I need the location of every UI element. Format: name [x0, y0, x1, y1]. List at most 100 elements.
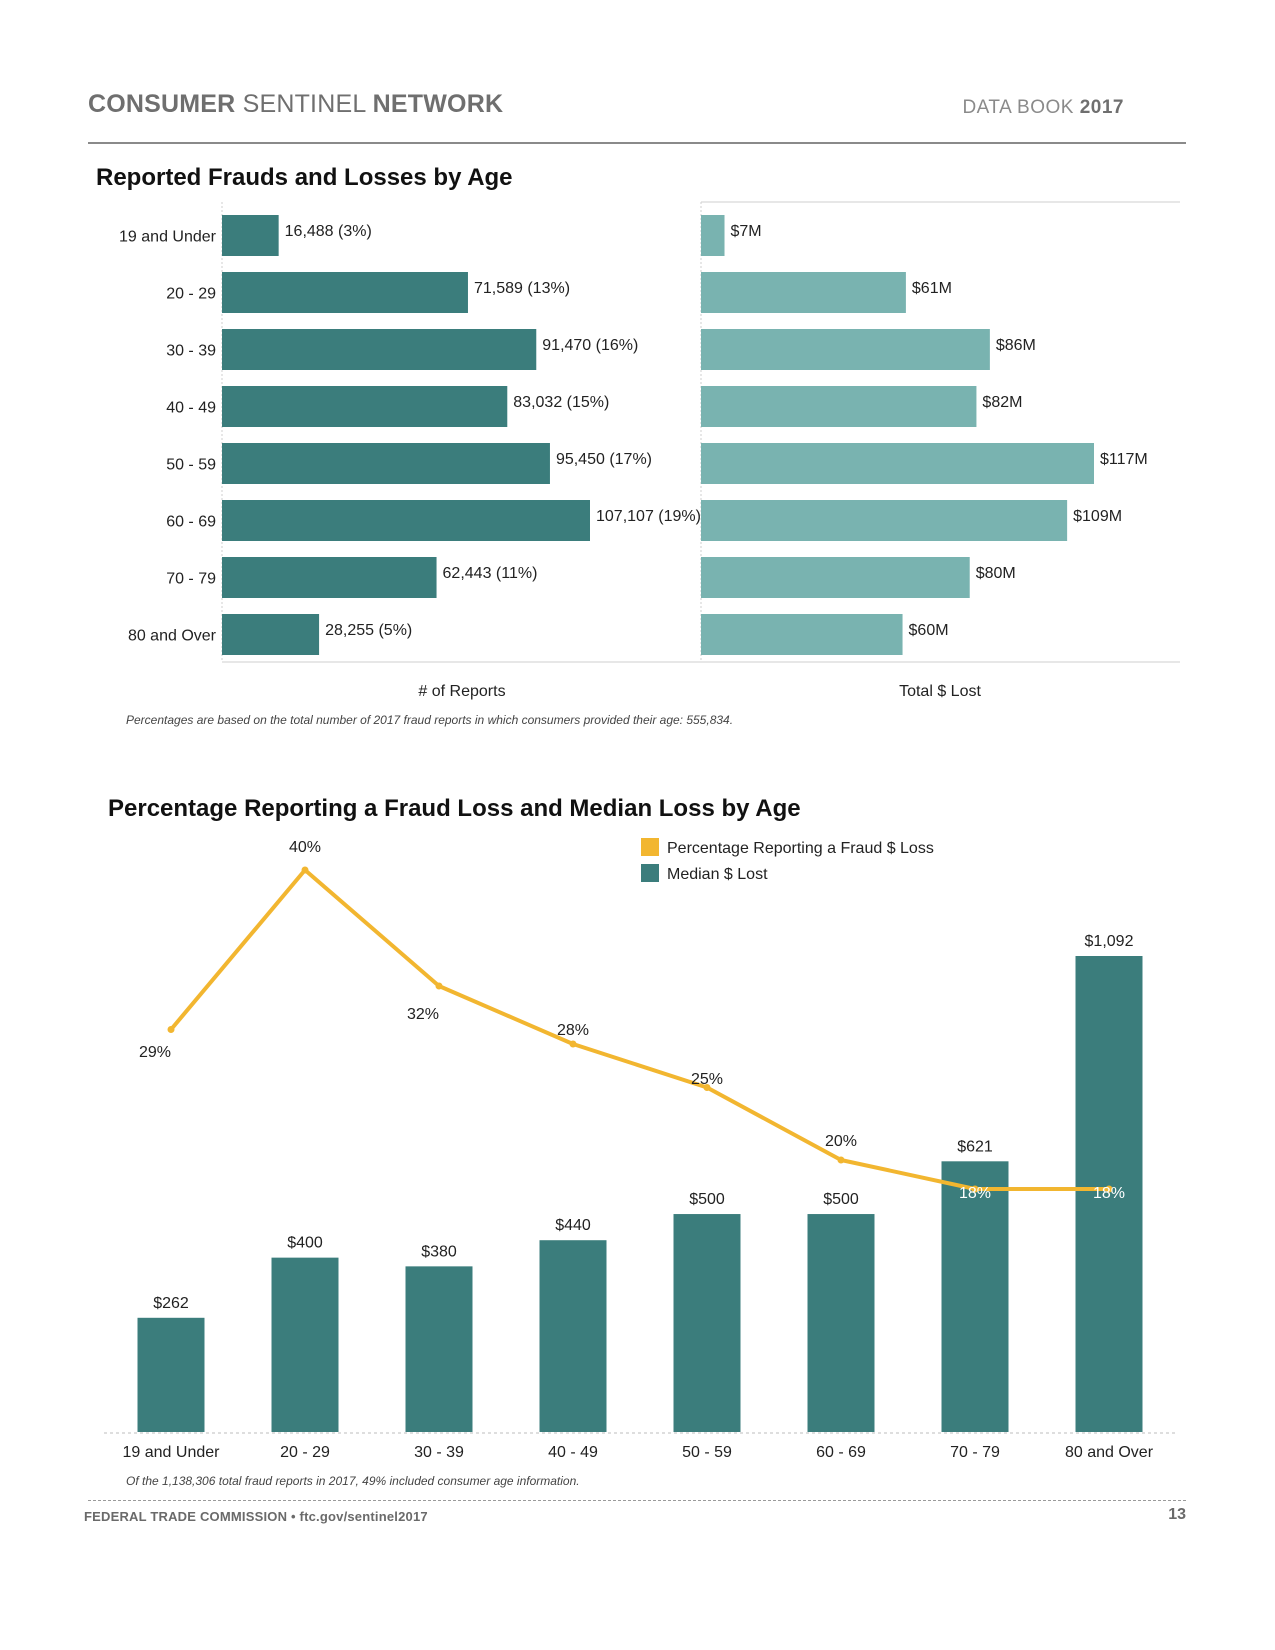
legend-swatch-percent	[641, 838, 659, 856]
reports-bar	[222, 614, 320, 655]
median-loss-bar	[271, 1257, 339, 1432]
reports-bar-label: 16,488 (3%)	[285, 223, 372, 240]
fraud-loss-percent-label: 40%	[289, 839, 321, 856]
age-category-label: 50 - 59	[166, 457, 216, 474]
reports-bar	[222, 386, 508, 427]
frauds-losses-plot: 19 and Under 16,488 (3%) $7M 20 - 29 71,589 …	[119, 201, 1180, 700]
median-loss-bar	[1075, 956, 1143, 1432]
age-category-label: 30 - 39	[414, 1444, 464, 1461]
median-loss-bar	[405, 1266, 473, 1432]
reports-bar	[222, 272, 468, 313]
legend-label-median: Median $ Lost	[667, 866, 768, 883]
median-loss-bar	[137, 1317, 205, 1432]
median-loss-label: $500	[823, 1191, 859, 1208]
age-category-label: 40 - 49	[548, 1444, 598, 1461]
lost-bar-label: $109M	[1073, 508, 1122, 525]
reports-bar-label: 71,589 (13%)	[474, 280, 570, 297]
lost-bar-label: $82M	[982, 394, 1022, 411]
lost-bar	[701, 386, 977, 427]
brand-word-sentinel: SENTINEL	[235, 90, 373, 118]
age-category-label: 20 - 29	[166, 286, 216, 303]
fraud-loss-percent-point	[971, 1185, 979, 1193]
header-divider	[88, 142, 1186, 144]
fraud-loss-percent-label: 32%	[407, 1006, 439, 1023]
fraud-loss-percent-label: 18%	[959, 1185, 991, 1202]
age-category-label: 19 and Under	[119, 229, 217, 246]
fraud-loss-percent-point	[837, 1156, 845, 1164]
reports-bar-label: 107,107 (19%)	[596, 508, 701, 525]
median-loss-bar	[673, 1214, 741, 1432]
fraud-loss-percent-line	[169, 868, 1109, 1191]
age-category-label: 50 - 59	[682, 1444, 732, 1461]
age-category-label: 19 and Under	[123, 1444, 221, 1461]
lost-bar-label: $117M	[1100, 451, 1148, 468]
median-loss-label: $380	[421, 1243, 457, 1260]
age-category-label: 30 - 39	[166, 343, 216, 360]
reports-bar-label: 83,032 (15%)	[513, 394, 609, 411]
lost-bar	[701, 500, 1068, 541]
brand-word-network: NETWORK	[372, 90, 504, 118]
lost-bar-label: $61M	[912, 280, 952, 297]
reports-bar	[222, 557, 437, 598]
lost-bar-label: $80M	[976, 565, 1016, 582]
fraud-loss-percent-point	[301, 866, 309, 874]
section1-note: Percentages are based on the total numbe…	[126, 713, 734, 727]
median-loss-bar	[807, 1214, 875, 1432]
lost-bar	[701, 557, 970, 598]
fraud-loss-percent-label: 20%	[825, 1133, 857, 1150]
frauds-losses-chart: 19 and Under 16,488 (3%) $7M 20 - 29 71,589 …	[119, 201, 1180, 700]
reports-bar	[222, 215, 279, 256]
reports-bar	[222, 500, 590, 541]
reports-bar-label: 28,255 (5%)	[325, 622, 412, 639]
legend-label-percent: Percentage Reporting a Fraud $ Loss	[667, 840, 934, 857]
reports-bar	[222, 443, 550, 484]
median-loss-chart: $262 19 and Under $400 20 - 29 $380 30 - 39 $4…	[104, 838, 1178, 1461]
section2-title: Percentage Reporting a Fraud Loss and Me…	[108, 795, 801, 822]
report-brand-title: CONSUMER SENTINEL NETWORK	[88, 90, 503, 119]
databook-text: DATA BOOK	[962, 97, 1074, 118]
legend-swatch-median	[641, 864, 659, 882]
fraud-loss-percent-point	[167, 1026, 175, 1033]
lost-bar	[701, 443, 1094, 484]
median-loss-plot: $262 19 and Under $400 20 - 29 $380 30 - 39 $4…	[104, 838, 1178, 1461]
lost-bar	[701, 215, 725, 256]
median-loss-bar	[539, 1240, 607, 1432]
fraud-loss-percent-label: 25%	[691, 1071, 723, 1088]
lost-bar	[701, 329, 990, 370]
reports-bar	[222, 329, 537, 370]
fraud-loss-percent-point	[703, 1084, 711, 1091]
fraud-loss-percent-label: 18%	[1093, 1185, 1125, 1202]
median-loss-label: $500	[689, 1191, 725, 1208]
fraud-loss-percent-point	[569, 1040, 577, 1048]
age-category-label: 80 and Over	[1065, 1444, 1154, 1461]
lost-axis-title: Total $ Lost	[899, 683, 981, 700]
age-category-label: 40 - 49	[166, 400, 216, 417]
median-loss-label: $440	[555, 1217, 591, 1234]
fraud-loss-percent-point	[435, 982, 443, 990]
databook-year: 2017	[1079, 97, 1124, 118]
footer-agency-link: FEDERAL TRADE COMMISSION • ftc.gov/senti…	[84, 1509, 428, 1524]
age-category-label: 70 - 79	[166, 571, 216, 588]
page-number: 13	[1168, 1506, 1186, 1523]
fraud-loss-percent-label: 28%	[557, 1022, 589, 1039]
fraud-loss-percent-point	[1105, 1185, 1113, 1193]
age-category-label: 80 and Over	[128, 628, 217, 645]
lost-bar	[701, 614, 903, 655]
fraud-loss-percent-label: 29%	[139, 1044, 171, 1061]
lost-bar-label: $60M	[909, 622, 949, 639]
footer-divider	[88, 1500, 1186, 1501]
lost-bar-label: $86M	[996, 337, 1036, 354]
reports-bar-label: 62,443 (11%)	[443, 565, 538, 582]
median-loss-bar	[941, 1161, 1009, 1432]
age-category-label: 60 - 69	[816, 1444, 866, 1461]
age-category-label: 20 - 29	[280, 1444, 330, 1461]
median-loss-label: $621	[957, 1138, 993, 1155]
brand-word-consumer: CONSUMER	[88, 90, 236, 118]
section1-title: Reported Frauds and Losses by Age	[96, 164, 513, 191]
reports-axis-title: # of Reports	[418, 683, 505, 700]
reports-bar-label: 91,470 (16%)	[542, 337, 638, 354]
median-loss-label: $400	[287, 1235, 323, 1252]
databook-label: DATA BOOK 2017	[962, 97, 1124, 119]
lost-bar	[701, 272, 906, 313]
median-loss-label: $262	[153, 1295, 189, 1312]
